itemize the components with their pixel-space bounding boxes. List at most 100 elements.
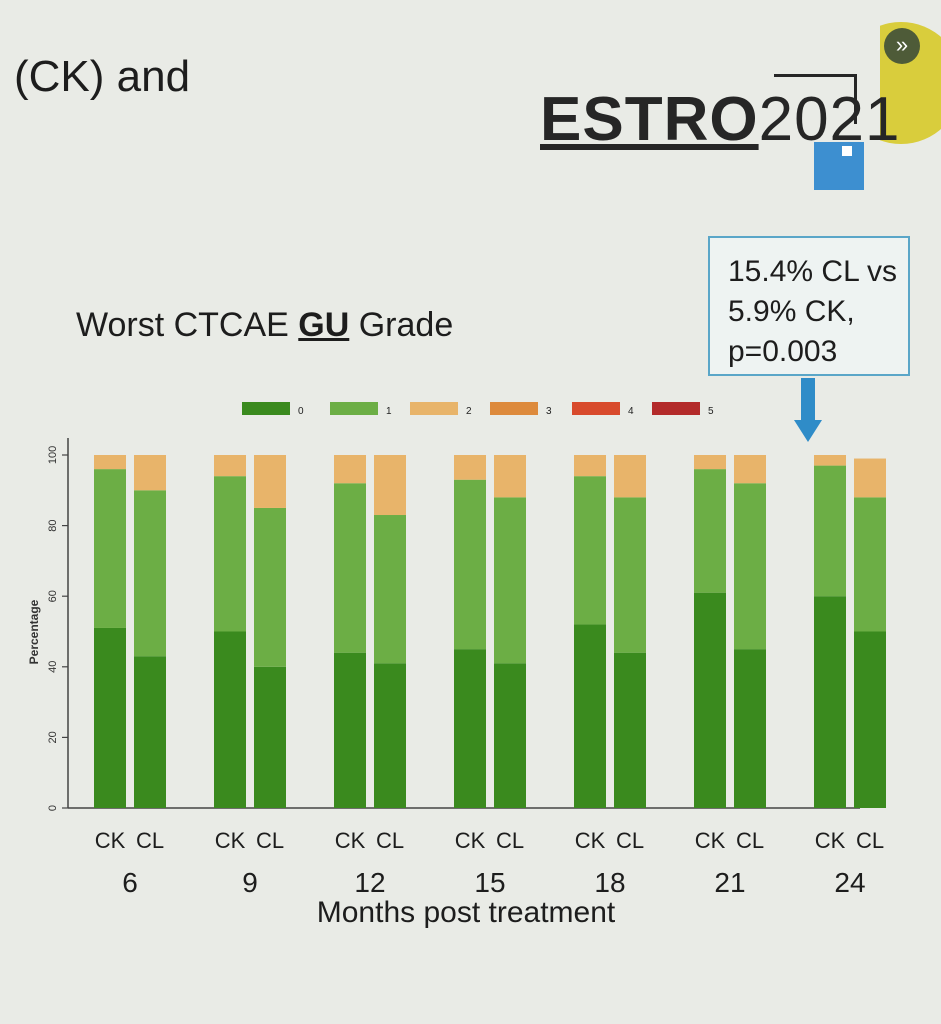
y-tick-label: 80: [47, 519, 59, 531]
legend-swatch: [490, 402, 538, 415]
bar-segment: [214, 631, 246, 808]
x-subcategory-label: CL: [256, 828, 284, 853]
bar-segment: [94, 627, 126, 808]
x-group-label: 6: [122, 867, 138, 898]
bar-segment: [694, 469, 726, 593]
bar-segment: [254, 507, 286, 667]
legend-swatch: [410, 402, 458, 415]
bar-segment: [694, 455, 726, 470]
logo-dot-shape: [842, 146, 852, 156]
callout-box: 15.4% CL vs 5.9% CK, p=0.003: [708, 236, 910, 376]
x-subcategory-label: CK: [95, 828, 126, 853]
bar-segment: [734, 649, 766, 808]
bar-segment: [334, 483, 366, 653]
legend-swatch: [242, 402, 290, 415]
bar-segment: [854, 497, 886, 632]
bar-segment: [454, 479, 486, 650]
legend-label: 1: [386, 406, 392, 417]
legend-label: 3: [546, 406, 552, 417]
y-axis-label: Percentage: [27, 599, 41, 664]
x-subcategory-label: CL: [496, 828, 524, 853]
x-subcategory-label: CK: [215, 828, 246, 853]
bar-segment: [574, 624, 606, 808]
logo-text-year: 2021: [758, 85, 901, 154]
legend-swatch: [572, 402, 620, 415]
legend-label: 0: [298, 406, 304, 417]
chart-title-prefix: Worst CTCAE: [76, 306, 299, 344]
bar-segment: [814, 465, 846, 597]
bar-segment: [374, 515, 406, 664]
x-subcategory-label: CL: [136, 828, 164, 853]
slide-title: (CK) and: [14, 52, 191, 101]
legend-swatch: [652, 402, 700, 415]
callout-line: 15.4% CL vs: [728, 255, 897, 288]
bar-segment: [334, 652, 366, 808]
chart-title-suffix: Grade: [349, 306, 454, 344]
bar-segment: [814, 596, 846, 808]
bar-segment: [94, 455, 126, 470]
estro-logo: ESTRO2021: [540, 22, 941, 192]
x-subcategory-label: CL: [736, 828, 764, 853]
x-axis-label: Months post treatment: [317, 896, 616, 929]
logo-line: [854, 74, 857, 124]
double-chevron-right-icon[interactable]: »: [884, 28, 920, 64]
legend-label: 5: [708, 406, 714, 417]
bar-segment: [494, 497, 526, 664]
x-group-label: 15: [474, 867, 505, 898]
bar-segment: [254, 455, 286, 508]
x-subcategory-label: CK: [815, 828, 846, 853]
x-group-label: 24: [834, 867, 865, 898]
bar-segment: [694, 592, 726, 808]
y-tick-label: 20: [47, 731, 59, 743]
bar-segment: [214, 455, 246, 477]
x-group-label: 9: [242, 867, 258, 898]
bar-segment: [374, 663, 406, 808]
x-subcategory-label: CK: [575, 828, 606, 853]
bar-segment: [614, 652, 646, 808]
bar-segment: [454, 649, 486, 808]
y-tick-label: 100: [47, 446, 59, 464]
y-tick-label: 60: [47, 590, 59, 602]
x-subcategory-label: CK: [335, 828, 366, 853]
logo-line: [774, 74, 856, 77]
chart-title-emphasis: GU: [298, 306, 350, 344]
logo-text-estro: ESTRO: [540, 85, 759, 154]
bar-segment: [494, 663, 526, 808]
x-group-label: 18: [594, 867, 625, 898]
bar-segment: [134, 490, 166, 657]
bar-segment: [734, 483, 766, 650]
down-arrow-icon: [801, 378, 815, 422]
x-subcategory-label: CK: [455, 828, 486, 853]
bar-segment: [734, 455, 766, 484]
callout-line: p=0.003: [728, 335, 838, 368]
bar-segment: [94, 469, 126, 628]
x-group-label: 21: [714, 867, 745, 898]
y-tick-label: 40: [47, 661, 59, 673]
bar-segment: [454, 455, 486, 480]
bar-segment: [214, 476, 246, 632]
down-arrow-icon: [794, 420, 822, 442]
x-subcategory-label: CL: [376, 828, 404, 853]
bar-segment: [854, 458, 886, 498]
bar-segment: [574, 476, 606, 625]
bar-segment: [574, 455, 606, 477]
bar-segment: [254, 666, 286, 808]
bar-segment: [134, 656, 166, 808]
y-tick-label: 0: [47, 805, 59, 811]
bar-segment: [374, 455, 406, 516]
x-group-label: 12: [354, 867, 385, 898]
callout-line: 5.9% CK,: [728, 295, 855, 328]
bar-segment: [854, 631, 886, 808]
bar-segment: [614, 455, 646, 498]
legend-label: 2: [466, 406, 472, 417]
x-subcategory-label: CL: [856, 828, 884, 853]
logo-text: ESTRO2021: [540, 84, 901, 155]
logo-square-shape: [814, 142, 864, 190]
bar-segment: [134, 455, 166, 491]
legend-label: 4: [628, 406, 634, 417]
bar-segment: [814, 455, 846, 466]
chart-title: Worst CTCAE GU Grade: [76, 306, 453, 345]
x-subcategory-label: CL: [616, 828, 644, 853]
bar-segment: [494, 455, 526, 498]
